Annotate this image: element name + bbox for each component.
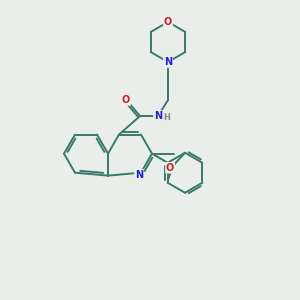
Text: N: N	[135, 170, 143, 180]
Text: N: N	[154, 111, 162, 121]
Text: H: H	[164, 112, 170, 122]
Text: O: O	[164, 17, 172, 27]
Text: N: N	[164, 57, 172, 67]
Text: O: O	[166, 163, 174, 173]
Text: O: O	[122, 95, 130, 105]
